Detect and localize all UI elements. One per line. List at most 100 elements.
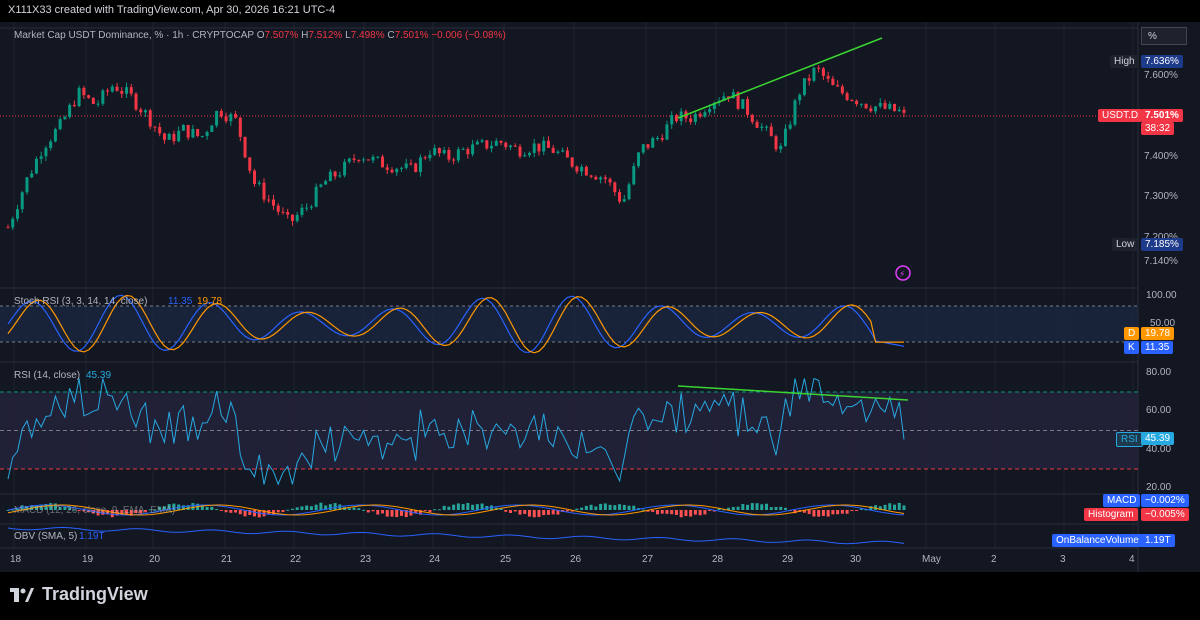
candle-body-135 [646,144,650,148]
candle-body-146 [698,113,702,117]
candle-body-180 [859,103,863,105]
candle-body-185 [883,102,887,109]
tradingview-logo[interactable]: TradingView [10,584,148,605]
candle-body-74 [357,160,361,162]
histogram-bar-125 [599,503,603,510]
candle-body-96 [461,149,465,151]
candle-body-4 [25,177,29,193]
price-tick-3: 7.300% [1144,191,1178,202]
rsi-value: 45.39 [86,370,112,381]
histogram-bar-83 [399,510,403,516]
chart-canvas[interactable]: ⚡ [0,0,1200,572]
high-tag-label: High [1110,55,1139,68]
histogram-bar-59 [286,509,290,511]
candle-body-159 [760,126,764,128]
candle-body-93 [447,149,451,160]
histogram-bar-154 [736,506,740,510]
histogram-bar-123 [589,504,593,510]
histogram-bar-183 [874,505,878,510]
time-tick-16: 4 [1129,554,1135,565]
candle-body-179 [855,100,859,105]
histogram-bar-48 [234,510,238,513]
stoch-d-tag-value: 19.78 [1141,327,1175,340]
candle-body-174 [831,78,835,86]
macd-signal-line [7,504,905,516]
price-trendline [677,37,883,119]
obv-line [7,527,905,545]
histogram-bar-4 [25,506,29,510]
macd-title: MACD (12, 26, close, 9, EMA, EMA) [14,505,176,516]
histogram-bar-65 [314,504,318,510]
histogram-bar-42 [205,506,209,510]
histogram-bar-180 [859,508,863,510]
candle-body-91 [437,148,441,154]
histogram-bar-137 [655,510,659,515]
histogram-bar-129 [618,504,622,510]
candle-body-35 [172,133,176,142]
histogram-bar-92 [442,505,446,510]
histogram-bar-72 [347,508,351,510]
histogram-bar-140 [670,510,674,515]
candle-body-61 [295,214,299,221]
candle-body-86 [414,163,418,172]
candle-body-23 [115,86,119,91]
obv-pane [7,527,905,545]
candle-body-5 [30,173,34,178]
candle-body-56 [271,199,275,206]
histogram-bar-186 [888,503,892,510]
histogram-bar-39 [191,503,195,510]
candle-body-187 [893,103,897,112]
histogram-bar-54 [262,510,266,517]
candle-body-22 [110,86,114,92]
candle-body-116 [556,151,560,153]
histogram-bar-151 [722,509,726,511]
histogram-bar-181 [864,509,868,511]
high-tag-value: 7.636% [1141,55,1183,68]
histogram-bar-78 [376,510,380,515]
candle-body-124 [594,176,598,180]
histogram-bar-21 [106,510,110,515]
candle-body-177 [845,93,849,100]
histogram-tag-value: −0.005% [1141,508,1189,521]
candle-body-139 [665,124,669,140]
histogram-bar-110 [527,510,531,517]
candle-body-169 [807,78,811,81]
histogram-bar-188 [897,502,901,510]
histogram-bar-57 [276,510,280,513]
rsi-tag-label: RSI [1116,432,1143,447]
candle-body-43 [210,125,214,132]
histogram-bar-132 [632,505,636,510]
histogram-bar-138 [660,510,664,514]
time-tick-6: 24 [429,554,441,565]
candle-body-45 [219,110,223,117]
histogram-bar-90 [433,509,437,511]
histogram-bar-37 [181,505,185,510]
candle-body-24 [120,90,124,94]
histogram-bar-58 [281,510,285,513]
percent-scale-button[interactable]: % [1141,27,1187,45]
rsi-tag-value: 45.39 [1141,432,1175,445]
candle-body-189 [902,109,906,113]
time-tick-13: May [922,554,941,565]
candle-body-153 [731,92,735,99]
candle-body-6 [34,158,38,174]
histogram-bar-87 [418,510,422,515]
candle-body-65 [314,186,318,207]
histogram-bar-74 [357,508,361,510]
candle-body-98 [471,144,475,155]
candle-body-119 [570,157,574,167]
candle-body-68 [328,171,332,182]
histogram-bar-75 [362,509,366,511]
histogram-bar-136 [651,510,655,512]
change-value: −0.006 (−0.08%) [431,30,506,41]
candle-body-173 [826,75,830,79]
candle-body-28 [139,109,143,113]
histogram-bar-130 [622,504,626,510]
histogram-bar-178 [850,510,854,512]
candle-body-88 [423,157,427,159]
open-value: 7.507% [264,30,299,41]
candle-body-170 [812,67,816,81]
histogram-bar-45 [219,510,223,511]
candle-body-110 [527,152,531,156]
